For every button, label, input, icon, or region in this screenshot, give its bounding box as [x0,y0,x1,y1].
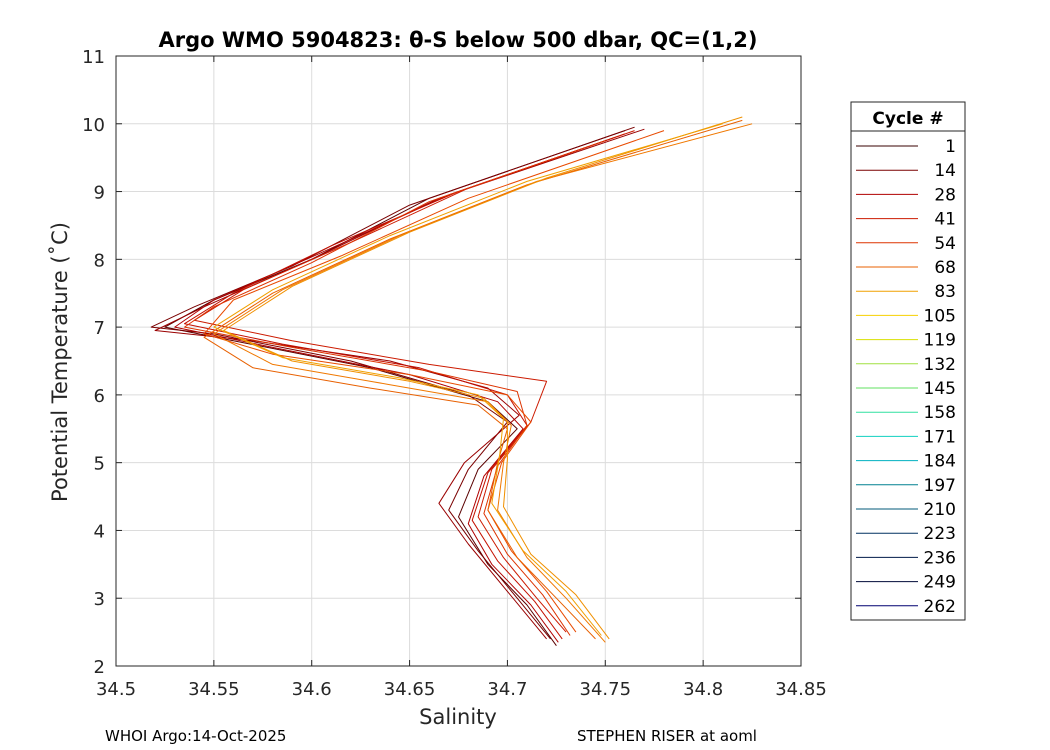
y-tick-label: 9 [94,183,105,204]
legend-label-68: 68 [934,258,956,278]
y-tick-label: 6 [94,386,105,407]
legend-label-210: 210 [924,500,956,520]
footer-right: STEPHEN RISER at aoml [577,727,757,745]
footer-left: WHOI Argo:14-Oct-2025 [105,727,286,745]
y-tick-label: 5 [94,454,105,475]
plot-area [116,56,801,666]
legend-label-1: 1 [945,137,956,157]
y-tick-label: 7 [94,318,105,339]
legend-label-83: 83 [934,282,956,302]
x-tick-label: 34.85 [775,679,827,700]
y-tick-label: 4 [94,521,105,542]
legend-label-14: 14 [934,161,956,181]
series-line-4 [184,133,626,640]
legend-label-41: 41 [934,210,956,230]
legend-label-105: 105 [924,306,956,326]
series-line-3 [174,136,616,643]
legend: Cycle # 11428415468831051191321451581711… [850,101,966,621]
series-line-10 [223,116,743,640]
x-tick-label: 34.55 [188,679,240,700]
legend-label-54: 54 [934,234,956,254]
legend-label-236: 236 [924,548,956,568]
series-line-6 [184,140,606,636]
legend-label-249: 249 [924,573,956,593]
y-tick-label: 10 [82,115,105,136]
legend-label-158: 158 [924,403,956,423]
legend-label-184: 184 [924,452,956,472]
y-tick-label: 3 [94,589,105,610]
legend-label-171: 171 [924,427,956,447]
legend-label-28: 28 [934,185,956,205]
series-line-5 [193,130,635,633]
plot-frame [115,55,802,667]
y-axis-label: Potential Temperature (˚C) [48,222,72,502]
x-tick-label: 34.7 [487,679,527,700]
legend-label-197: 197 [924,476,956,496]
legend-entries: 1 14 28 41 54 68 83 105 119 132 145 158 171 184 197 210… [856,137,956,617]
legend-title: Cycle # [872,109,943,129]
x-axis-label: Salinity [419,705,497,729]
axis-ticks: 34.5 34.55 34.6 34.65 34.7 34.75 34.8 34.85 2 3 4 5… [82,47,827,700]
y-tick-label: 8 [94,250,105,271]
legend-label-262: 262 [924,597,956,617]
x-tick-label: 34.8 [683,679,723,700]
chart-title: Argo WMO 5904823: θ-S below 500 dbar, QC… [159,28,758,52]
legend-label-223: 223 [924,524,956,544]
legend-label-145: 145 [924,379,956,399]
legend-label-132: 132 [924,355,956,375]
y-tick-label: 11 [82,47,105,68]
series-line-7 [203,130,665,633]
x-tick-label: 34.75 [580,679,632,700]
series-line-8 [203,119,743,640]
x-tick-label: 34.6 [292,679,332,700]
series-line-11 [213,123,723,636]
legend-label-119: 119 [924,331,956,351]
series-layer [150,116,753,646]
x-tick-label: 34.5 [96,679,136,700]
x-tick-label: 34.65 [384,679,436,700]
y-tick-label: 2 [94,657,105,678]
